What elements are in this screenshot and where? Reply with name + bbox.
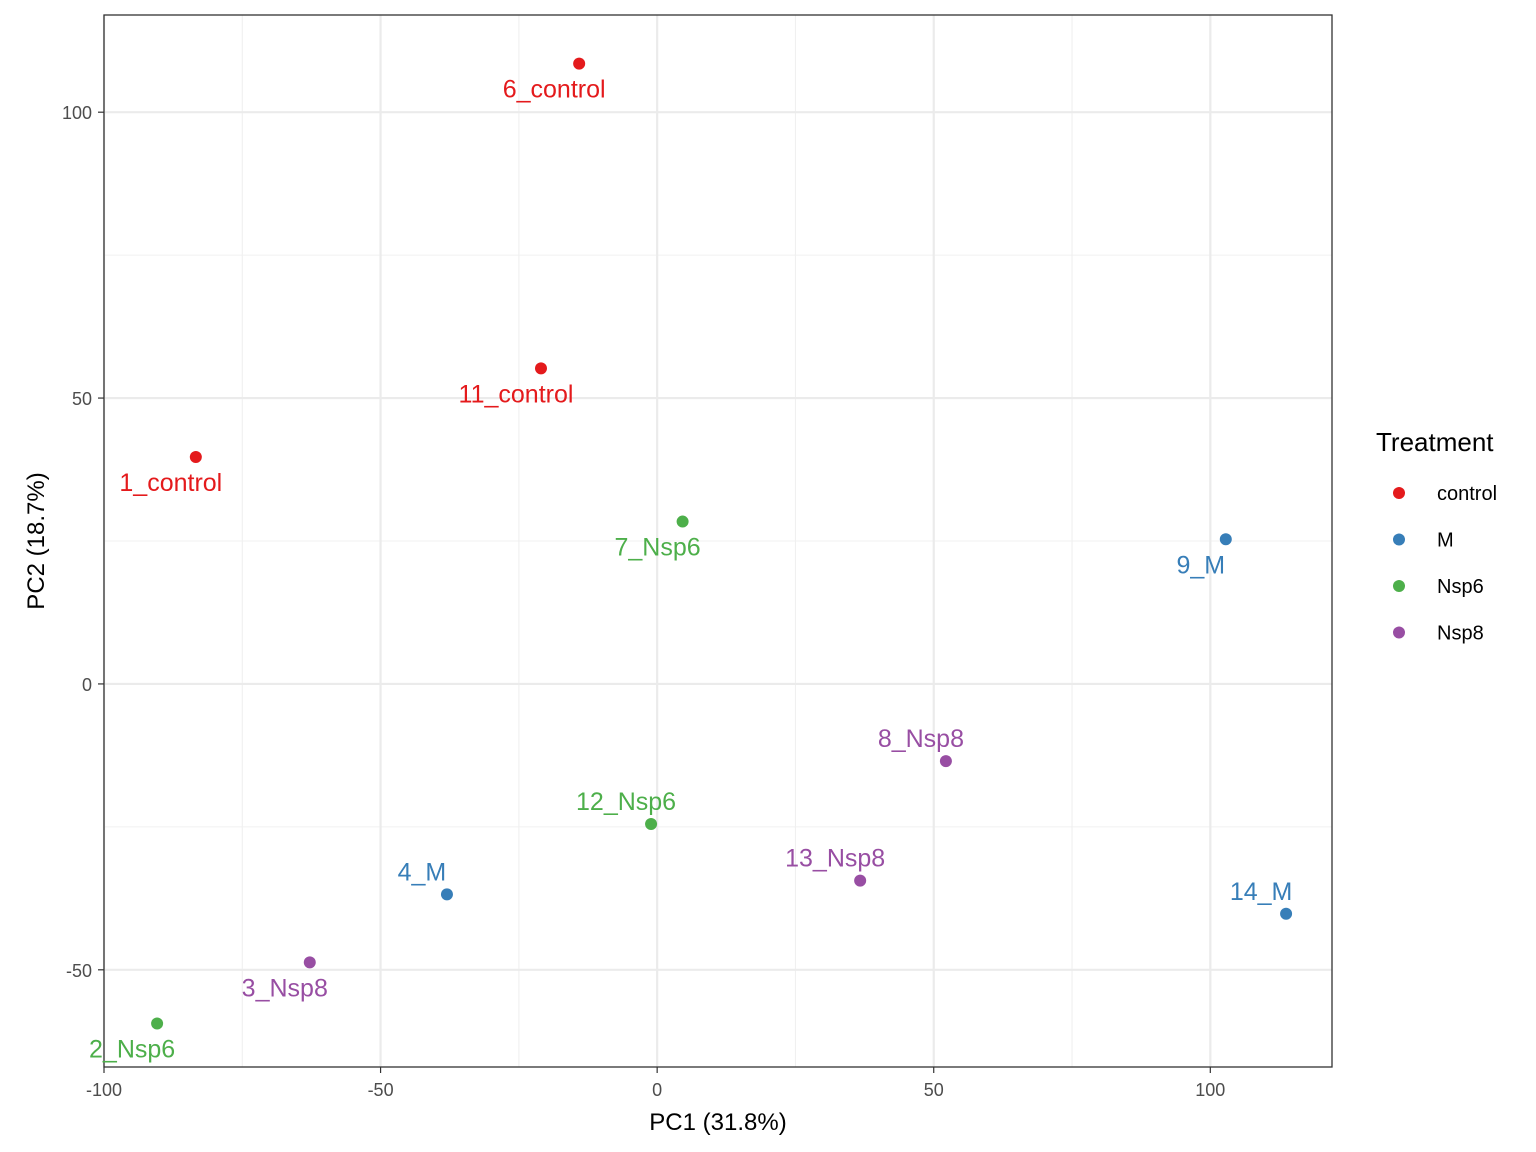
- data-point-11_control: [534, 362, 547, 375]
- y-tick-label: 50: [72, 389, 92, 409]
- point-label-2_Nsp6: 2_Nsp6: [89, 1036, 175, 1064]
- grid: [102, 15, 1332, 1067]
- point-label-11_control: 11_control: [459, 380, 574, 408]
- point-label-13_Nsp8: 13_Nsp8: [785, 845, 885, 873]
- x-tick-label: -100: [86, 1080, 122, 1100]
- legend-key-M: [1393, 533, 1405, 546]
- legend-label-Nsp8: Nsp8: [1437, 623, 1484, 645]
- y-axis-title: PC2 (18.7%): [23, 472, 50, 609]
- data-points: [151, 57, 1293, 1030]
- legend-title: Treatment: [1376, 427, 1494, 457]
- legend-label-control: control: [1437, 483, 1497, 505]
- y-tick-label: 0: [82, 675, 92, 695]
- point-label-1_control: 1_control: [119, 469, 222, 497]
- point-label-4_M: 4_M: [398, 858, 447, 886]
- data-point-7_Nsp6: [676, 515, 689, 528]
- x-tick-label: 50: [924, 1080, 944, 1100]
- legend-key-control: [1393, 487, 1405, 499]
- point-labels: 1_control 6_control 11_control 4_M 9_M 14_M 2_…: [89, 76, 1292, 1064]
- point-label-12_Nsp6: 12_Nsp6: [576, 788, 676, 816]
- x-axis-title: PC1 (31.8%): [649, 1109, 786, 1136]
- data-point-2_Nsp6: [151, 1017, 164, 1030]
- legend-key-Nsp6: [1393, 580, 1405, 592]
- data-point-6_control: [573, 57, 586, 70]
- point-label-6_control: 6_control: [503, 76, 606, 104]
- axis-ticks: -100 -50 0 50 100 -50 0 50 100: [62, 103, 1225, 1100]
- point-label-7_Nsp6: 7_Nsp6: [615, 534, 701, 562]
- point-label-3_Nsp8: 3_Nsp8: [242, 974, 328, 1002]
- legend: Treatment control M Nsp6 Nsp8: [1376, 427, 1497, 645]
- data-point-12_Nsp6: [645, 818, 658, 831]
- data-point-8_Nsp8: [939, 755, 952, 768]
- point-label-14_M: 14_M: [1230, 878, 1293, 906]
- x-tick-label: 0: [652, 1080, 662, 1100]
- point-label-8_Nsp8: 8_Nsp8: [878, 725, 964, 753]
- plot-panel-border: [103, 14, 1333, 1068]
- data-point-1_control: [189, 450, 202, 463]
- x-tick-label: 100: [1195, 1080, 1225, 1100]
- x-tick-label: -50: [368, 1080, 394, 1100]
- data-point-4_M: [440, 888, 453, 901]
- y-tick-label: 100: [62, 103, 92, 123]
- y-tick-label: -50: [66, 961, 92, 981]
- data-point-3_Nsp8: [303, 956, 316, 969]
- legend-label-M: M: [1437, 530, 1454, 552]
- point-label-9_M: 9_M: [1176, 551, 1225, 579]
- data-point-14_M: [1280, 907, 1293, 920]
- data-point-9_M: [1219, 533, 1232, 546]
- data-point-13_Nsp8: [854, 874, 867, 887]
- legend-key-Nsp8: [1393, 626, 1405, 639]
- legend-label-Nsp6: Nsp6: [1437, 576, 1484, 598]
